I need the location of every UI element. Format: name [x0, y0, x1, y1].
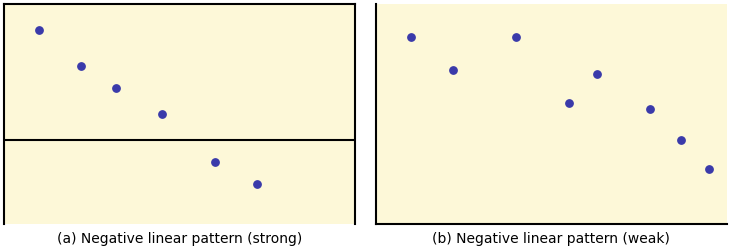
Point [405, 35, 417, 39]
Point [34, 28, 45, 32]
Point [156, 112, 168, 116]
Point [675, 138, 687, 142]
Point [563, 101, 575, 105]
Point [703, 167, 715, 171]
Point [209, 160, 221, 164]
Point [591, 72, 603, 76]
Point [75, 64, 87, 68]
Point [110, 86, 122, 89]
Point [447, 68, 459, 72]
Point [644, 108, 656, 112]
Point [251, 182, 262, 186]
X-axis label: (b) Negative linear pattern (weak): (b) Negative linear pattern (weak) [433, 232, 670, 246]
X-axis label: (a) Negative linear pattern (strong): (a) Negative linear pattern (strong) [57, 232, 302, 246]
Point [510, 35, 522, 39]
